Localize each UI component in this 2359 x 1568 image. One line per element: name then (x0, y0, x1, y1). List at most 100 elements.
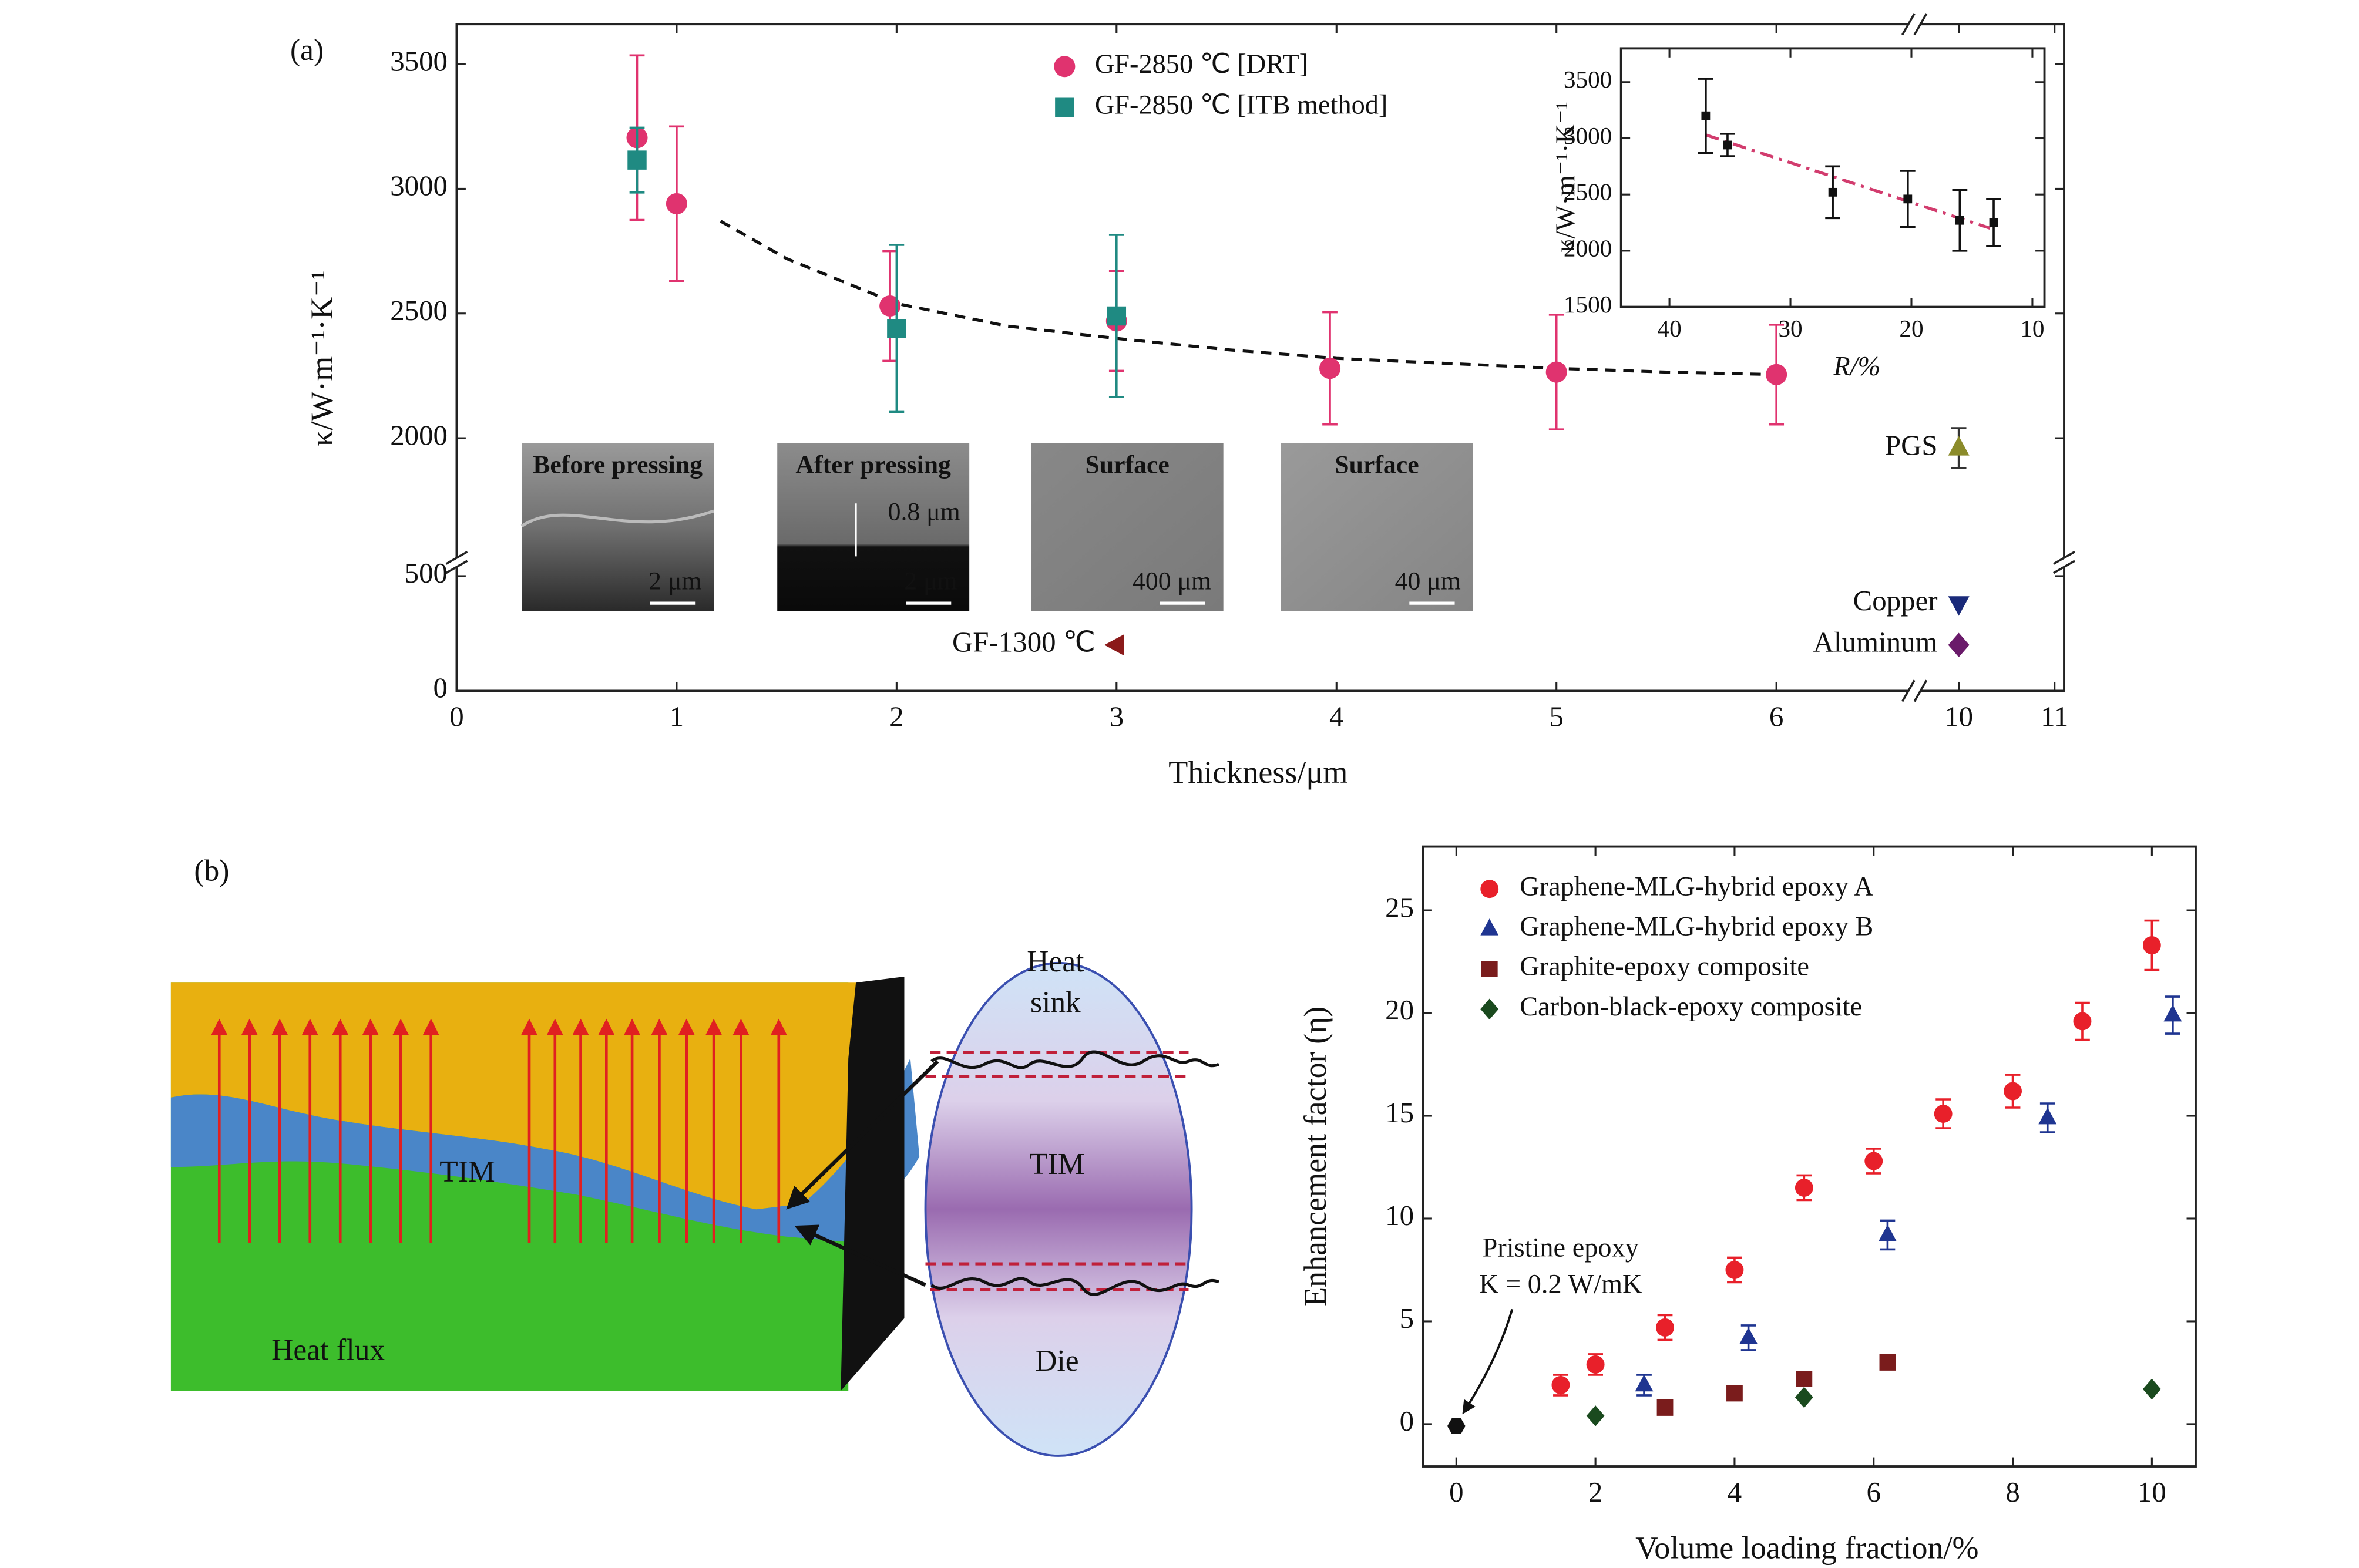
micrograph-title: Surface (1335, 450, 1419, 479)
ellipse-label: Die (1035, 1344, 1078, 1378)
marker (627, 150, 647, 170)
marker (1726, 1385, 1743, 1402)
marker (1586, 1355, 1605, 1374)
y-axis-label: Enhancement factor (η) (1298, 1007, 1333, 1307)
y-tick-label: 3000 (1564, 122, 1612, 149)
x-tick-label: 2 (1588, 1476, 1602, 1508)
legend-label: Graphene-MLG-hybrid epoxy B (1520, 911, 1873, 941)
legend-label: GF-2850 ℃ [DRT] (1095, 49, 1308, 79)
marker (1319, 358, 1341, 379)
zoom-arrow (794, 1224, 926, 1287)
y-tick-label: 10 (1385, 1199, 1414, 1231)
marker (1766, 364, 1787, 385)
marker (1635, 1374, 1654, 1392)
ellipse-label: TIM (1029, 1148, 1084, 1181)
y-tick-label: 20 (1385, 994, 1414, 1026)
x-tick-label: 10 (2138, 1476, 2166, 1508)
axis-break (1901, 679, 1928, 702)
marker (1055, 97, 1074, 117)
y-tick-label: 2000 (390, 419, 448, 451)
x-axis-label: R/% (1833, 352, 1880, 382)
x-tick-label: 20 (1899, 315, 1923, 342)
x-tick-label: 6 (1867, 1476, 1881, 1508)
marker (1864, 1152, 1883, 1170)
micrograph (777, 443, 970, 611)
marker (1545, 361, 1567, 383)
y-tick-label: 0 (434, 672, 448, 704)
y-tick-label: 3000 (390, 170, 448, 202)
zoom-arrow (786, 1059, 939, 1210)
marker (2004, 1082, 2022, 1101)
ellipse-label: sink (1030, 986, 1081, 1019)
axis-break-gap (1908, 686, 1921, 696)
point-label: Aluminum (1813, 625, 1938, 658)
y-tick-label: 3500 (1564, 66, 1612, 93)
marker (1480, 880, 1499, 899)
x-tick-label: 1 (670, 701, 684, 733)
x-tick-label: 0 (1449, 1476, 1463, 1508)
plot-frame (1422, 845, 2197, 1468)
x-tick-label: 3 (1110, 701, 1124, 733)
marker (1795, 1179, 1813, 1197)
marker (1480, 918, 1499, 936)
y-tick-label: 15 (1385, 1096, 1414, 1129)
y-tick-label: 2500 (390, 294, 448, 327)
marker (1656, 1399, 1674, 1416)
marker (1104, 634, 1124, 656)
axis-break (1901, 13, 1928, 36)
marker (1948, 596, 1970, 616)
marker (1586, 1405, 1605, 1426)
marker (1701, 111, 1711, 120)
legend-label: Graphene-MLG-hybrid epoxy A (1520, 872, 1874, 901)
marker (1948, 632, 1970, 657)
x-tick-label: 2 (889, 701, 903, 733)
y-tick-label: 500 (405, 557, 448, 589)
marker (1934, 1105, 1953, 1123)
marker (1989, 218, 1998, 227)
x-tick-label: 6 (1769, 701, 1783, 733)
micrograph-title: Surface (1085, 450, 1169, 479)
marker (2163, 1004, 2182, 1022)
marker (1481, 961, 1498, 977)
legend-label: Carbon-black-epoxy composite (1520, 992, 1862, 1022)
point-label: GF-1300 ℃ (952, 625, 1096, 658)
marker (1878, 1224, 1897, 1241)
marker (879, 295, 901, 317)
fit-line (1705, 133, 1991, 230)
fit-line (720, 220, 1777, 376)
y-tick-label: 2500 (1564, 179, 1612, 206)
heat-flux-arrows (211, 1018, 787, 1243)
marker (1828, 187, 1837, 197)
x-tick-label: 4 (1728, 1476, 1742, 1508)
marker (1656, 1318, 1674, 1337)
x-tick-label: 10 (1944, 701, 1973, 733)
marker (1879, 1354, 1896, 1371)
micrograph (1031, 443, 1224, 611)
x-axis-label: Volume loading fraction/% (1635, 1530, 1978, 1566)
scale-label: 400 μm (1133, 567, 1211, 595)
y-tick-label: 0 (1400, 1405, 1414, 1437)
annotation: K = 0.2 W/mK (1479, 1269, 1642, 1299)
micrograph-note: 0.8 μm (888, 497, 960, 526)
micrograph (522, 443, 714, 611)
point-label: Copper (1853, 584, 1938, 617)
annotation-arrow (1462, 1308, 1514, 1415)
y-tick-label: 1500 (1564, 291, 1612, 318)
axis-break (445, 551, 468, 574)
marker (1725, 1261, 1744, 1279)
zoom-ellipse (924, 961, 1193, 1457)
marker (1795, 1387, 1813, 1408)
marker (2142, 936, 2161, 954)
y-tick-label: 5 (1400, 1302, 1414, 1334)
panel-label: (a) (290, 33, 324, 67)
marker (1948, 436, 1970, 456)
tim-diagram: Heat sink TIM Die TIM Heat flux (170, 945, 1219, 1457)
marker (1796, 1371, 1813, 1387)
marker (1480, 998, 1499, 1020)
marker (1903, 194, 1913, 204)
marker (1447, 1418, 1466, 1434)
micrograph (1281, 443, 1473, 611)
y-axis-label: κ/W·m⁻¹·K⁻¹ (1551, 102, 1581, 253)
block-label: Heat flux (271, 1334, 385, 1367)
